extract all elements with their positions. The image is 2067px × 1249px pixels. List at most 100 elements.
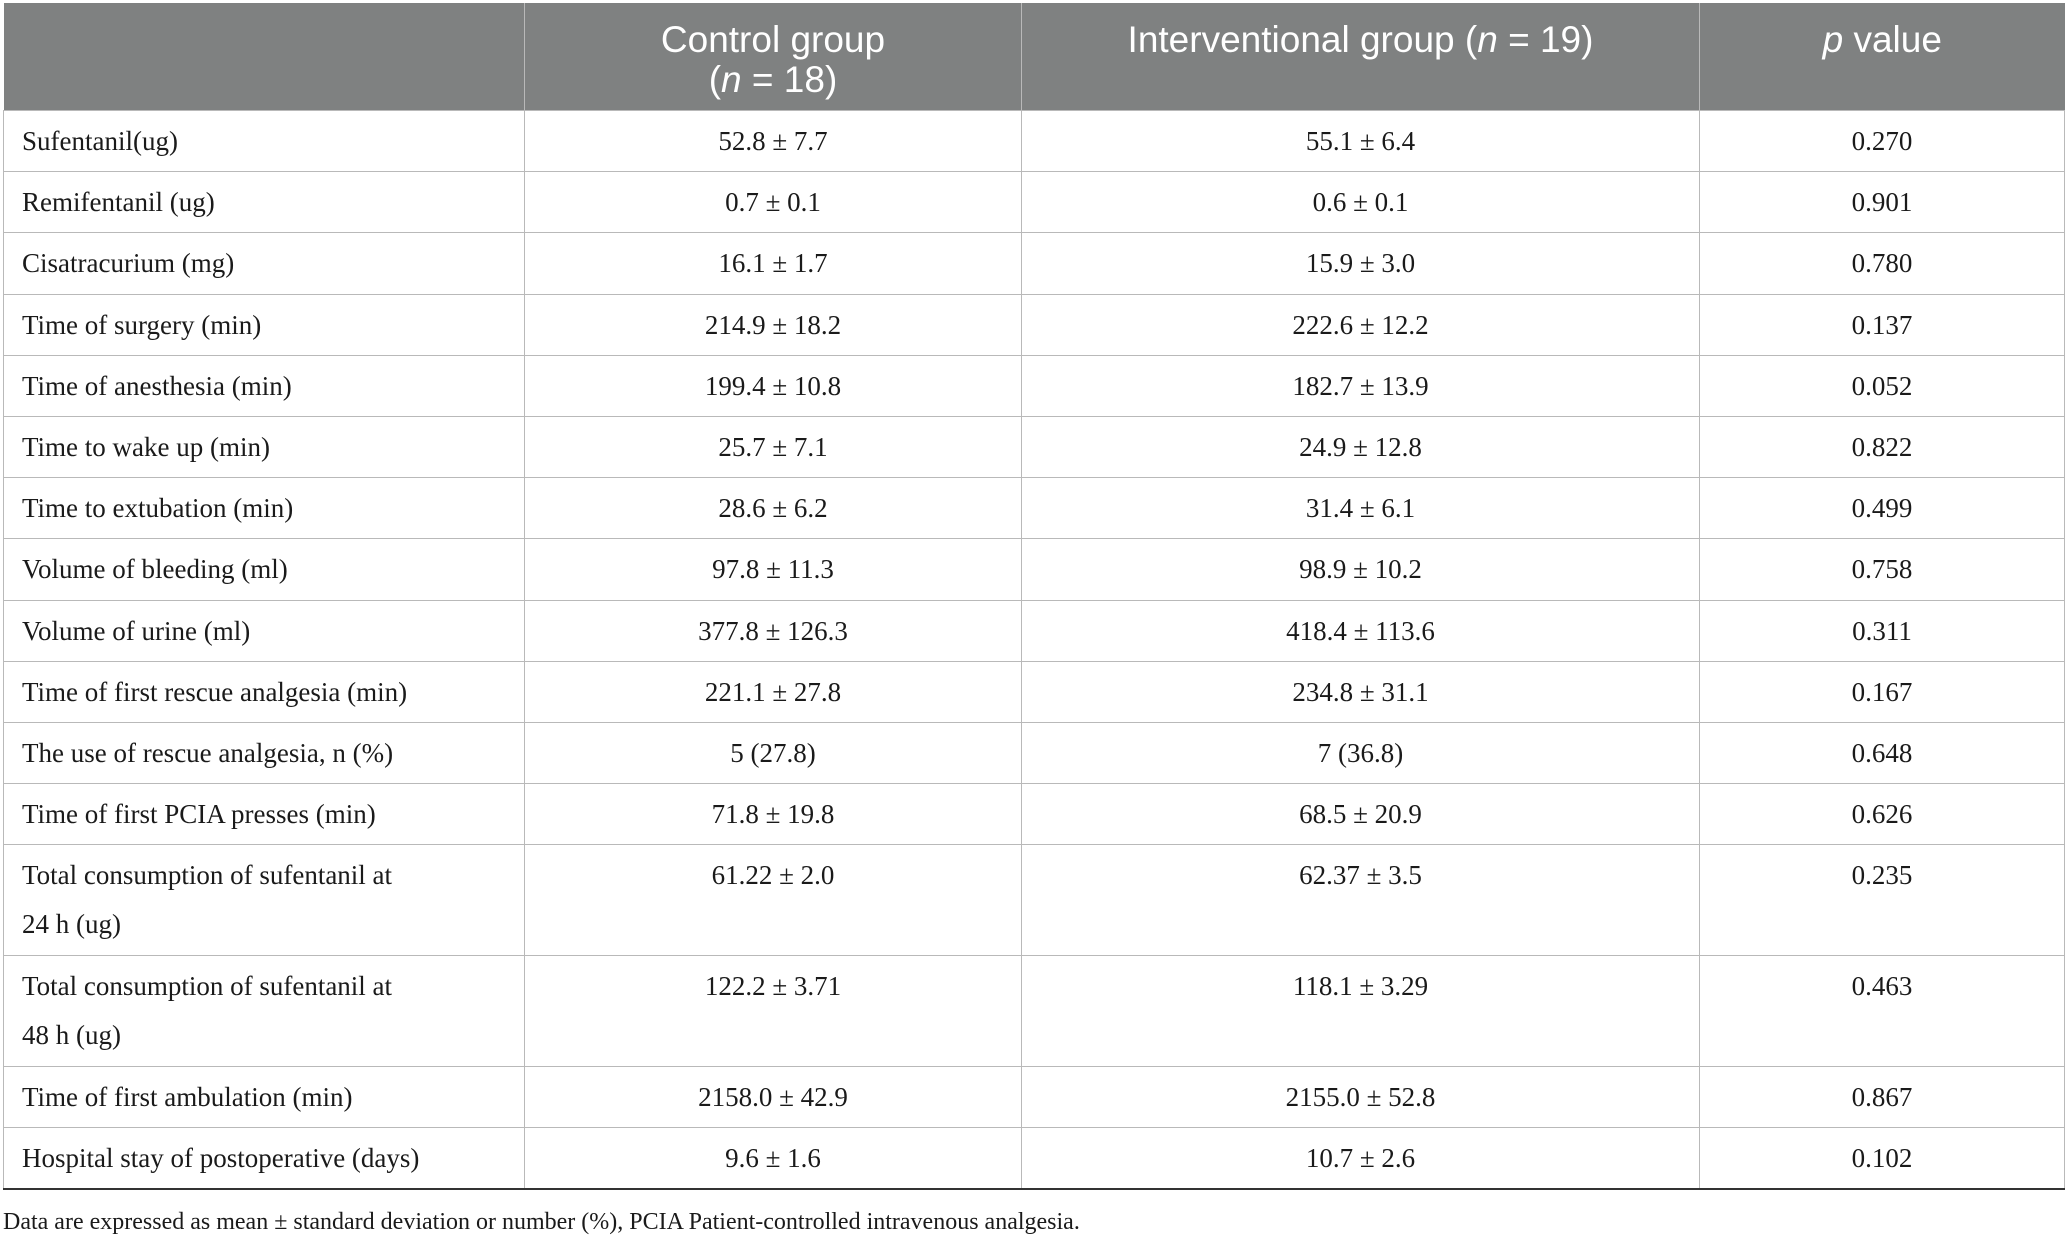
- row-label: Total consumption of sufentanil at 48 h (…: [3, 955, 525, 1068]
- header-interventional-pre: Interventional group (: [1127, 19, 1478, 60]
- control-value: 221.1 ± 27.8: [524, 661, 1022, 723]
- table-row: Time of first rescue analgesia (min) 221…: [3, 661, 2065, 723]
- control-value: 214.9 ± 18.2: [524, 294, 1022, 356]
- control-value: 5 (27.8): [524, 722, 1022, 785]
- header-interventional-n: n: [1477, 19, 1498, 60]
- header-control-line1: Control group: [660, 19, 886, 60]
- control-value: 61.22 ± 2.0: [524, 844, 1022, 957]
- row-label-line2: 24 h (ug): [22, 909, 121, 940]
- row-label: Time of anesthesia (min): [3, 355, 525, 417]
- control-value: 97.8 ± 11.3: [524, 538, 1022, 601]
- row-label: Time to wake up (min): [3, 416, 525, 479]
- table-row: Hospital stay of postoperative (days) 9.…: [3, 1127, 2065, 1191]
- p-value: 0.499: [1699, 477, 2065, 540]
- p-value: 0.137: [1699, 294, 2065, 356]
- interventional-value: 234.8 ± 31.1: [1021, 661, 1700, 723]
- table-row: Volume of bleeding (ml) 97.8 ± 11.3 98.9…: [3, 538, 2065, 601]
- header-p-value: p value: [1699, 3, 2065, 111]
- p-value: 0.463: [1699, 955, 2065, 1068]
- header-interventional-count: = 19): [1497, 19, 1594, 60]
- p-value: 0.102: [1699, 1127, 2065, 1191]
- results-table: Control group (n = 18) Interventional gr…: [3, 3, 2065, 1191]
- p-value: 0.270: [1699, 109, 2065, 173]
- table-body: Sufentanil(ug) 52.8 ± 7.7 55.1 ± 6.4 0.2…: [3, 109, 2065, 1191]
- row-label: The use of rescue analgesia, n (%): [3, 722, 525, 785]
- interventional-value: 24.9 ± 12.8: [1021, 416, 1700, 479]
- p-value: 0.780: [1699, 232, 2065, 295]
- row-label: Time of surgery (min): [3, 294, 525, 356]
- control-value: 2158.0 ± 42.9: [524, 1066, 1022, 1129]
- control-value: 28.6 ± 6.2: [524, 477, 1022, 540]
- row-label: Remifentanil (ug): [3, 171, 525, 234]
- row-label: Hospital stay of postoperative (days): [3, 1127, 525, 1191]
- p-value: 0.626: [1699, 783, 2065, 846]
- interventional-value: 2155.0 ± 52.8: [1021, 1066, 1700, 1129]
- row-label: Total consumption of sufentanil at 24 h (…: [3, 844, 525, 957]
- interventional-value: 418.4 ± 113.6: [1021, 600, 1700, 662]
- control-value: 71.8 ± 19.8: [524, 783, 1022, 846]
- header-control-count: = 18): [741, 59, 838, 100]
- row-label-line1: Total consumption of sufentanil at: [22, 860, 393, 891]
- p-value: 0.311: [1699, 600, 2065, 662]
- interventional-value: 222.6 ± 12.2: [1021, 294, 1700, 356]
- p-value: 0.167: [1699, 661, 2065, 723]
- table-row: Total consumption of sufentanil at 48 h (…: [3, 955, 2065, 1068]
- interventional-value: 10.7 ± 2.6: [1021, 1127, 1700, 1191]
- header-interventional-group: Interventional group (n = 19): [1021, 3, 1700, 111]
- table-header: Control group (n = 18) Interventional gr…: [3, 3, 2065, 111]
- header-control-group: Control group (n = 18): [524, 3, 1022, 111]
- control-value: 25.7 ± 7.1: [524, 416, 1022, 479]
- p-value: 0.758: [1699, 538, 2065, 601]
- table-row: Total consumption of sufentanil at 24 h (…: [3, 844, 2065, 957]
- row-label-line2: 48 h (ug): [22, 1020, 121, 1051]
- header-p-italic: p: [1822, 19, 1844, 60]
- table-footnote: Data are expressed as mean ± standard de…: [3, 1209, 1080, 1235]
- interventional-value: 15.9 ± 3.0: [1021, 232, 1700, 295]
- interventional-value: 31.4 ± 6.1: [1021, 477, 1700, 540]
- p-value: 0.052: [1699, 355, 2065, 417]
- interventional-value: 98.9 ± 10.2: [1021, 538, 1700, 601]
- table-row: Cisatracurium (mg) 16.1 ± 1.7 15.9 ± 3.0…: [3, 232, 2065, 295]
- results-table-wrapper: Control group (n = 18) Interventional gr…: [3, 3, 2065, 1191]
- interventional-value: 0.6 ± 0.1: [1021, 171, 1700, 234]
- control-value: 16.1 ± 1.7: [524, 232, 1022, 295]
- row-label: Cisatracurium (mg): [3, 232, 525, 295]
- table-row: Time of first ambulation (min) 2158.0 ± …: [3, 1066, 2065, 1129]
- control-value: 122.2 ± 3.71: [524, 955, 1022, 1068]
- row-label: Sufentanil(ug): [3, 109, 525, 173]
- interventional-value: 68.5 ± 20.9: [1021, 783, 1700, 846]
- table-row: Time of anesthesia (min) 199.4 ± 10.8 18…: [3, 355, 2065, 417]
- header-control-n: n: [721, 59, 742, 100]
- interventional-value: 62.37 ± 3.5: [1021, 844, 1700, 957]
- table-row: The use of rescue analgesia, n (%) 5 (27…: [3, 722, 2065, 785]
- row-label: Time of first ambulation (min): [3, 1066, 525, 1129]
- control-value: 199.4 ± 10.8: [524, 355, 1022, 417]
- control-value: 0.7 ± 0.1: [524, 171, 1022, 234]
- interventional-value: 118.1 ± 3.29: [1021, 955, 1700, 1068]
- row-label-line1: Total consumption of sufentanil at: [22, 971, 393, 1002]
- p-value: 0.648: [1699, 722, 2065, 785]
- row-label: Time of first rescue analgesia (min): [3, 661, 525, 723]
- p-value: 0.867: [1699, 1066, 2065, 1129]
- row-label: Time to extubation (min): [3, 477, 525, 540]
- control-value: 9.6 ± 1.6: [524, 1127, 1022, 1191]
- control-value: 377.8 ± 126.3: [524, 600, 1022, 662]
- control-value: 52.8 ± 7.7: [524, 109, 1022, 173]
- table-row: Time of first PCIA presses (min) 71.8 ± …: [3, 783, 2065, 846]
- row-label: Time of first PCIA presses (min): [3, 783, 525, 846]
- table-row: Sufentanil(ug) 52.8 ± 7.7 55.1 ± 6.4 0.2…: [3, 109, 2065, 173]
- interventional-value: 182.7 ± 13.9: [1021, 355, 1700, 417]
- table-row: Time of surgery (min) 214.9 ± 18.2 222.6…: [3, 294, 2065, 356]
- table-row: Volume of urine (ml) 377.8 ± 126.3 418.4…: [3, 600, 2065, 662]
- row-label: Volume of bleeding (ml): [3, 538, 525, 601]
- p-value: 0.235: [1699, 844, 2065, 957]
- p-value: 0.822: [1699, 416, 2065, 479]
- p-value: 0.901: [1699, 171, 2065, 234]
- header-control-line2: (n = 18): [708, 59, 838, 100]
- table-row: Time to extubation (min) 28.6 ± 6.2 31.4…: [3, 477, 2065, 540]
- row-label: Volume of urine (ml): [3, 600, 525, 662]
- header-row: Control group (n = 18) Interventional gr…: [3, 3, 2065, 111]
- interventional-value: 55.1 ± 6.4: [1021, 109, 1700, 173]
- header-blank-cell: [3, 3, 525, 111]
- table-row: Remifentanil (ug) 0.7 ± 0.1 0.6 ± 0.1 0.…: [3, 171, 2065, 234]
